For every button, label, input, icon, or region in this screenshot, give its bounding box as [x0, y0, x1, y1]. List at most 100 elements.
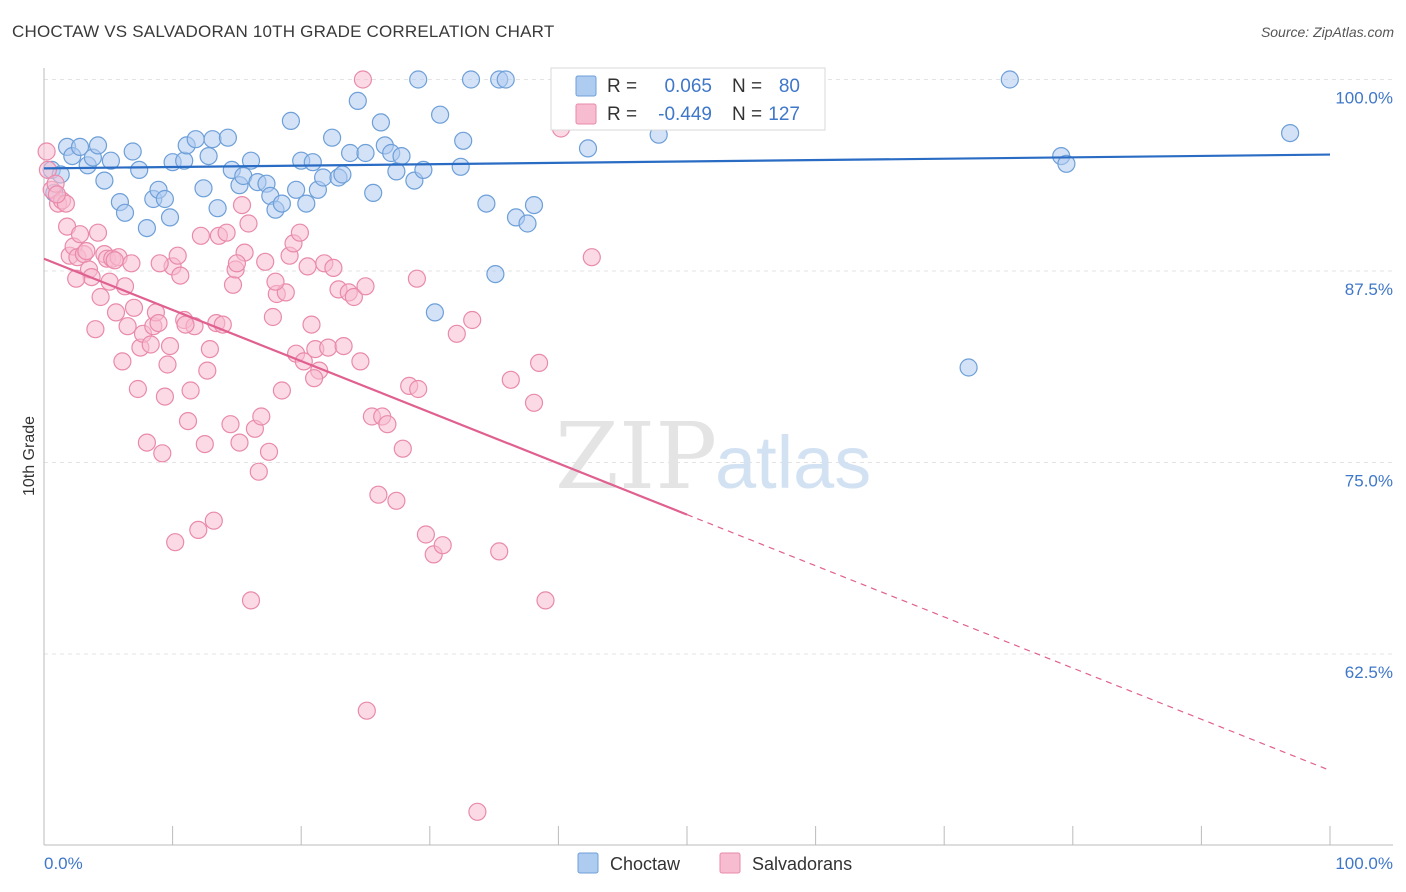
- salvadoran-point-113: [536, 591, 555, 610]
- salvadoran-point-111: [524, 393, 544, 412]
- choctaw-point-44: [314, 168, 333, 187]
- choctaw-point-37: [272, 194, 291, 213]
- salvadoran-point-1: [38, 160, 58, 179]
- salvadoran-point-125: [356, 277, 375, 296]
- choctaw-point-15: [137, 219, 156, 238]
- source-label: Source: ZipAtlas.com: [1260, 24, 1394, 40]
- choctaw-point-50: [356, 143, 375, 163]
- salvadoran-point-27: [118, 317, 137, 336]
- salvadoran-point-33: [137, 433, 156, 452]
- choctaw-point-66: [486, 265, 505, 284]
- legend-r-value-choctaw: 0.065: [664, 76, 712, 97]
- choctaw-point-60: [425, 303, 444, 322]
- salvadoran-point-123: [266, 272, 285, 291]
- salvadoran-point-52: [195, 435, 214, 454]
- choctaw-point-18: [155, 189, 174, 209]
- choctaw-point-13: [123, 142, 142, 161]
- salvadoran-point-75: [272, 381, 291, 400]
- salvadoran-point-60: [221, 415, 240, 434]
- salvadoran-point-18: [91, 287, 110, 307]
- choctaw-point-61: [431, 105, 450, 124]
- salvadoran-point-72: [259, 442, 279, 461]
- salvadoran-point-11: [70, 225, 90, 244]
- y-tick-label-1: 87.5%: [1345, 280, 1393, 299]
- salvadoran-point-66: [239, 214, 258, 233]
- choctaw-point-39: [287, 180, 306, 199]
- choctaw-point-41: [297, 194, 316, 213]
- salvadoran-point-103: [416, 525, 435, 544]
- choctaw-point-5: [70, 137, 90, 156]
- salvadoran-point-30: [128, 379, 147, 399]
- choctaw-point-51: [364, 183, 383, 202]
- salvadoran-point-23: [106, 303, 126, 322]
- choctaw-point-52: [371, 113, 390, 132]
- salvadoran-point-55: [204, 511, 223, 530]
- salvadoran-point-99: [387, 491, 406, 510]
- salvadoran-point-100: [393, 439, 412, 458]
- salvadoran-point-29: [124, 298, 144, 317]
- salvadoran-point-51: [191, 226, 210, 245]
- salvadoran-point-0: [37, 142, 56, 161]
- legend-swatch-salvadoran: [575, 103, 597, 125]
- salvadoran-point-119: [105, 251, 124, 270]
- salvadoran-point-73: [263, 307, 282, 327]
- choctaw-trend-line: [43, 153, 1331, 170]
- legend-r-label-salvadoran: R =: [607, 104, 637, 125]
- salvadoran-point-63: [230, 433, 249, 452]
- salvadoran-point-82: [298, 257, 317, 276]
- legend-n-label-choctaw: N =: [732, 76, 762, 97]
- salvadoran-point-110: [501, 370, 520, 389]
- salvadoran-point-38: [153, 444, 172, 463]
- salvadoran-point-47: [178, 412, 198, 431]
- choctaw-point-76: [1000, 70, 1019, 89]
- y-tick-label-2: 75.0%: [1345, 472, 1393, 491]
- salvadoran-point-43: [166, 533, 185, 552]
- salvadoran-point-39: [155, 387, 174, 406]
- salvadoran-point-41: [160, 337, 180, 356]
- chart-title: CHOCTAW VS SALVADORAN 10TH GRADE CORRELA…: [12, 22, 555, 41]
- salvadoran-point-102: [409, 379, 428, 399]
- choctaw-point-27: [208, 199, 227, 218]
- x-tick-label-min: 0.0%: [44, 854, 83, 873]
- choctaw-point-26: [203, 130, 222, 149]
- bottom-legend-swatch-salvadoran: [719, 852, 741, 874]
- salvadoran-point-40: [158, 355, 177, 374]
- choctaw-point-23: [186, 130, 205, 149]
- choctaw-point-24: [194, 179, 213, 198]
- choctaw-point-45: [323, 128, 342, 147]
- salvadoran-point-109: [490, 542, 509, 561]
- salvadoran-point-25: [113, 352, 132, 371]
- salvadoran-point-124: [305, 369, 324, 388]
- y-tick-labels: 100.0% 87.5% 75.0% 62.5%: [1335, 89, 1393, 683]
- choctaw-point-19: [160, 208, 180, 227]
- salvadoran-point-53: [198, 361, 217, 380]
- legend-n-value-choctaw: 80: [779, 76, 800, 97]
- salvadoran-point-80: [290, 223, 309, 242]
- choctaw-point-38: [281, 111, 300, 131]
- salvadoran-point-28: [122, 254, 141, 273]
- salvadoran-point-54: [200, 340, 219, 359]
- salvadoran-trend-line: [43, 257, 688, 516]
- salvadoran-point-61: [223, 275, 243, 294]
- choctaw-point-63: [454, 131, 473, 150]
- choctaw-point-49: [348, 91, 367, 111]
- salvadoran-point-93: [351, 352, 370, 371]
- salvadoran-point-64: [232, 196, 252, 215]
- salvadoran-point-87: [319, 338, 338, 357]
- bottom-legend-salvadorans: Salvadorans: [752, 854, 852, 874]
- choctaw-point-42: [303, 153, 322, 172]
- y-tick-label-3: 62.5%: [1345, 663, 1393, 682]
- y-tick-label-0: 100.0%: [1335, 89, 1393, 108]
- legend-r-value-salvadoran: -0.449: [658, 104, 712, 125]
- choctaw-points: [42, 70, 1300, 377]
- choctaw-point-48: [341, 143, 360, 163]
- choctaw-point-70: [518, 214, 537, 233]
- choctaw-point-64: [461, 70, 481, 89]
- salvadoran-point-45: [171, 266, 190, 285]
- bottom-legend-swatch-choctaw: [577, 852, 599, 874]
- choctaw-point-65: [477, 194, 496, 213]
- choctaw-point-62: [451, 157, 470, 176]
- choctaw-point-8: [88, 136, 108, 155]
- bottom-legend-choctaw: Choctaw: [610, 854, 681, 874]
- salvadoran-point-44: [168, 246, 187, 265]
